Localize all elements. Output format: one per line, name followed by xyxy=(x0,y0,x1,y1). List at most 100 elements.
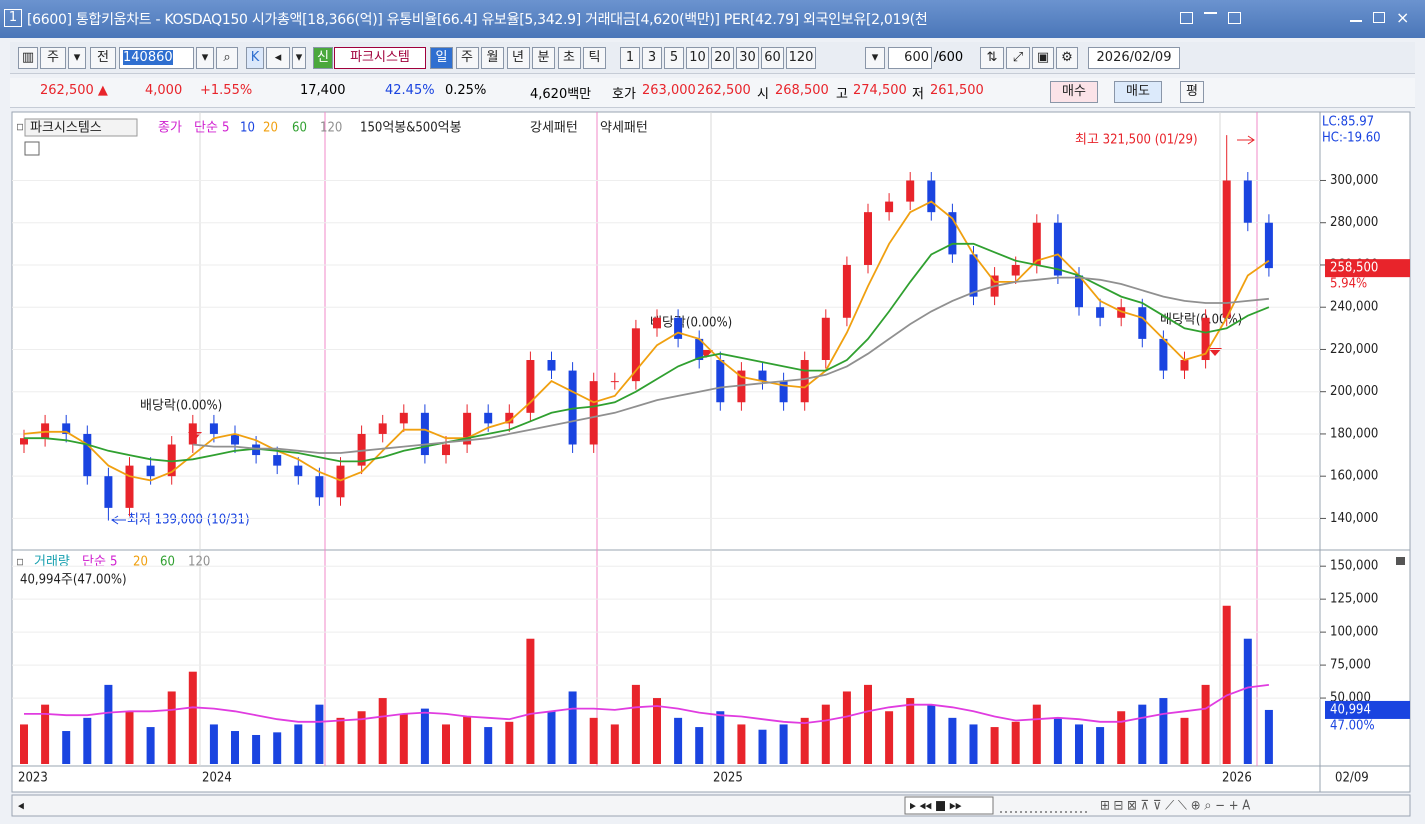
legend-box xyxy=(24,118,138,137)
low-label: 저 xyxy=(912,87,924,102)
legend-bullet: ▫ xyxy=(16,555,24,570)
close[interactable]: × xyxy=(1396,8,1410,27)
playback-glyphs[interactable]: ▸ ◂◂ ■ ▸▸ xyxy=(910,799,962,814)
candle-body xyxy=(737,370,746,403)
stock-name[interactable]: 파크시스템 xyxy=(334,47,426,69)
candle-body xyxy=(1075,275,1083,308)
interval-button[interactable]: 3 xyxy=(642,47,662,69)
date-input[interactable]: 2026/02/09 xyxy=(1088,47,1180,69)
save[interactable]: ▣ xyxy=(1032,47,1054,69)
tool-icons[interactable]: ⊞ ⊟ ⊠ ⊼ ⊽ ⟋ ⟍ ⊕ ⌕ − + A xyxy=(1100,799,1250,814)
y-tick-label: 220,000 xyxy=(1330,342,1378,357)
icon[interactable] xyxy=(1180,12,1193,24)
dropdown[interactable]: ▾ xyxy=(68,47,86,69)
volume-moving-average xyxy=(24,684,1270,725)
dropdown[interactable]: ▾ xyxy=(196,47,214,69)
interval-button[interactable]: 10 xyxy=(686,47,709,69)
volume-bar xyxy=(1159,698,1168,764)
interval-button[interactable]: 주 xyxy=(455,47,479,69)
volume-bar xyxy=(41,704,50,764)
icon[interactable] xyxy=(1204,12,1217,24)
y-tick-label: 150,000 xyxy=(1330,559,1378,574)
legend-ma: 20 xyxy=(263,121,278,136)
sound[interactable]: ◂ xyxy=(266,47,290,69)
interval-button[interactable]: 일 xyxy=(430,47,453,69)
code-input[interactable]: 140860 xyxy=(119,47,194,69)
candle-body xyxy=(631,328,640,382)
interval-button[interactable]: 분 xyxy=(532,47,555,69)
last-price-pct: 5.94% xyxy=(1330,277,1367,292)
x-end-label: 02/09 xyxy=(1335,771,1369,786)
interval-button[interactable]: 틱 xyxy=(583,47,606,69)
pane-icon[interactable] xyxy=(1396,557,1405,565)
candle-body xyxy=(695,338,704,361)
volume-bar xyxy=(1138,704,1147,764)
maximize[interactable] xyxy=(1373,12,1385,23)
volume-bar xyxy=(505,721,514,764)
icon[interactable] xyxy=(1228,12,1241,24)
volume-bar xyxy=(1243,638,1252,764)
volume-bar xyxy=(885,711,894,764)
icon-button[interactable]: ▥ xyxy=(18,47,38,69)
candle-body xyxy=(188,423,197,445)
market-button[interactable]: 전 xyxy=(90,47,116,69)
scrollbar[interactable] xyxy=(11,794,1411,817)
volume-bar xyxy=(1222,605,1231,764)
minimize[interactable] xyxy=(1350,20,1362,22)
count-input[interactable]: 600 xyxy=(888,47,932,69)
legend-bull: 강세패턴 xyxy=(530,121,578,136)
volume-bar xyxy=(589,717,598,764)
buy-button[interactable]: 매수 xyxy=(1050,81,1098,103)
sell-button[interactable]: 매도 xyxy=(1114,81,1162,103)
volume-bar xyxy=(716,711,725,764)
volume-bar xyxy=(927,704,936,764)
interval-button[interactable]: 월 xyxy=(481,47,504,69)
open: 268,500 xyxy=(775,83,829,98)
k-button[interactable]: K xyxy=(246,47,264,69)
settings[interactable]: ⚙ xyxy=(1056,47,1078,69)
candle-body xyxy=(20,438,28,445)
volume-bar xyxy=(737,724,746,764)
candle-body xyxy=(1032,222,1041,265)
volume-bar xyxy=(800,717,809,764)
icon-button[interactable]: ⇅ xyxy=(980,47,1004,69)
legend-ma: 10 xyxy=(240,121,255,136)
candle-body xyxy=(800,360,809,403)
candle-body xyxy=(231,433,239,445)
y-tick-label: 140,000 xyxy=(1330,511,1378,526)
interval-button[interactable]: 30 xyxy=(736,47,759,69)
icon-button[interactable]: ⤢ xyxy=(1006,47,1030,69)
y-tick-label: 125,000 xyxy=(1330,592,1378,607)
dropdown[interactable]: ▾ xyxy=(292,47,306,69)
new-button[interactable]: 신 xyxy=(313,47,333,69)
candle-body xyxy=(252,444,261,456)
interval-button[interactable]: 초 xyxy=(557,47,581,69)
candle-body xyxy=(547,360,556,371)
volume-bar xyxy=(420,708,429,764)
period-button[interactable]: 주 xyxy=(40,47,66,69)
interval-button[interactable]: 120 xyxy=(786,47,816,69)
y-tick-label: 100,000 xyxy=(1330,625,1378,640)
candle-body xyxy=(1096,307,1105,318)
candle-body xyxy=(948,212,957,255)
playback-controls[interactable] xyxy=(904,796,994,815)
volume-bar xyxy=(758,729,767,764)
turnover: 0.25% xyxy=(445,83,487,98)
candle-body xyxy=(779,381,788,403)
volume-bar xyxy=(1075,724,1083,764)
grid-icon[interactable] xyxy=(24,141,40,156)
moving-average xyxy=(192,276,1269,454)
interval-button[interactable]: 5 xyxy=(664,47,684,69)
interval-button[interactable]: 20 xyxy=(711,47,734,69)
search[interactable]: ⌕ xyxy=(216,47,238,69)
high: 274,500 xyxy=(853,83,907,98)
scroll-left[interactable]: ◂ xyxy=(18,799,24,814)
interval-button[interactable]: 년 xyxy=(506,47,530,69)
dropdown[interactable]: ▾ xyxy=(865,47,885,69)
volume-bar xyxy=(167,691,176,764)
interval-button[interactable]: 1 xyxy=(620,47,640,69)
interval-button[interactable]: 60 xyxy=(761,47,784,69)
volume-bar xyxy=(653,698,661,764)
avg-button[interactable]: 평 xyxy=(1180,81,1204,103)
